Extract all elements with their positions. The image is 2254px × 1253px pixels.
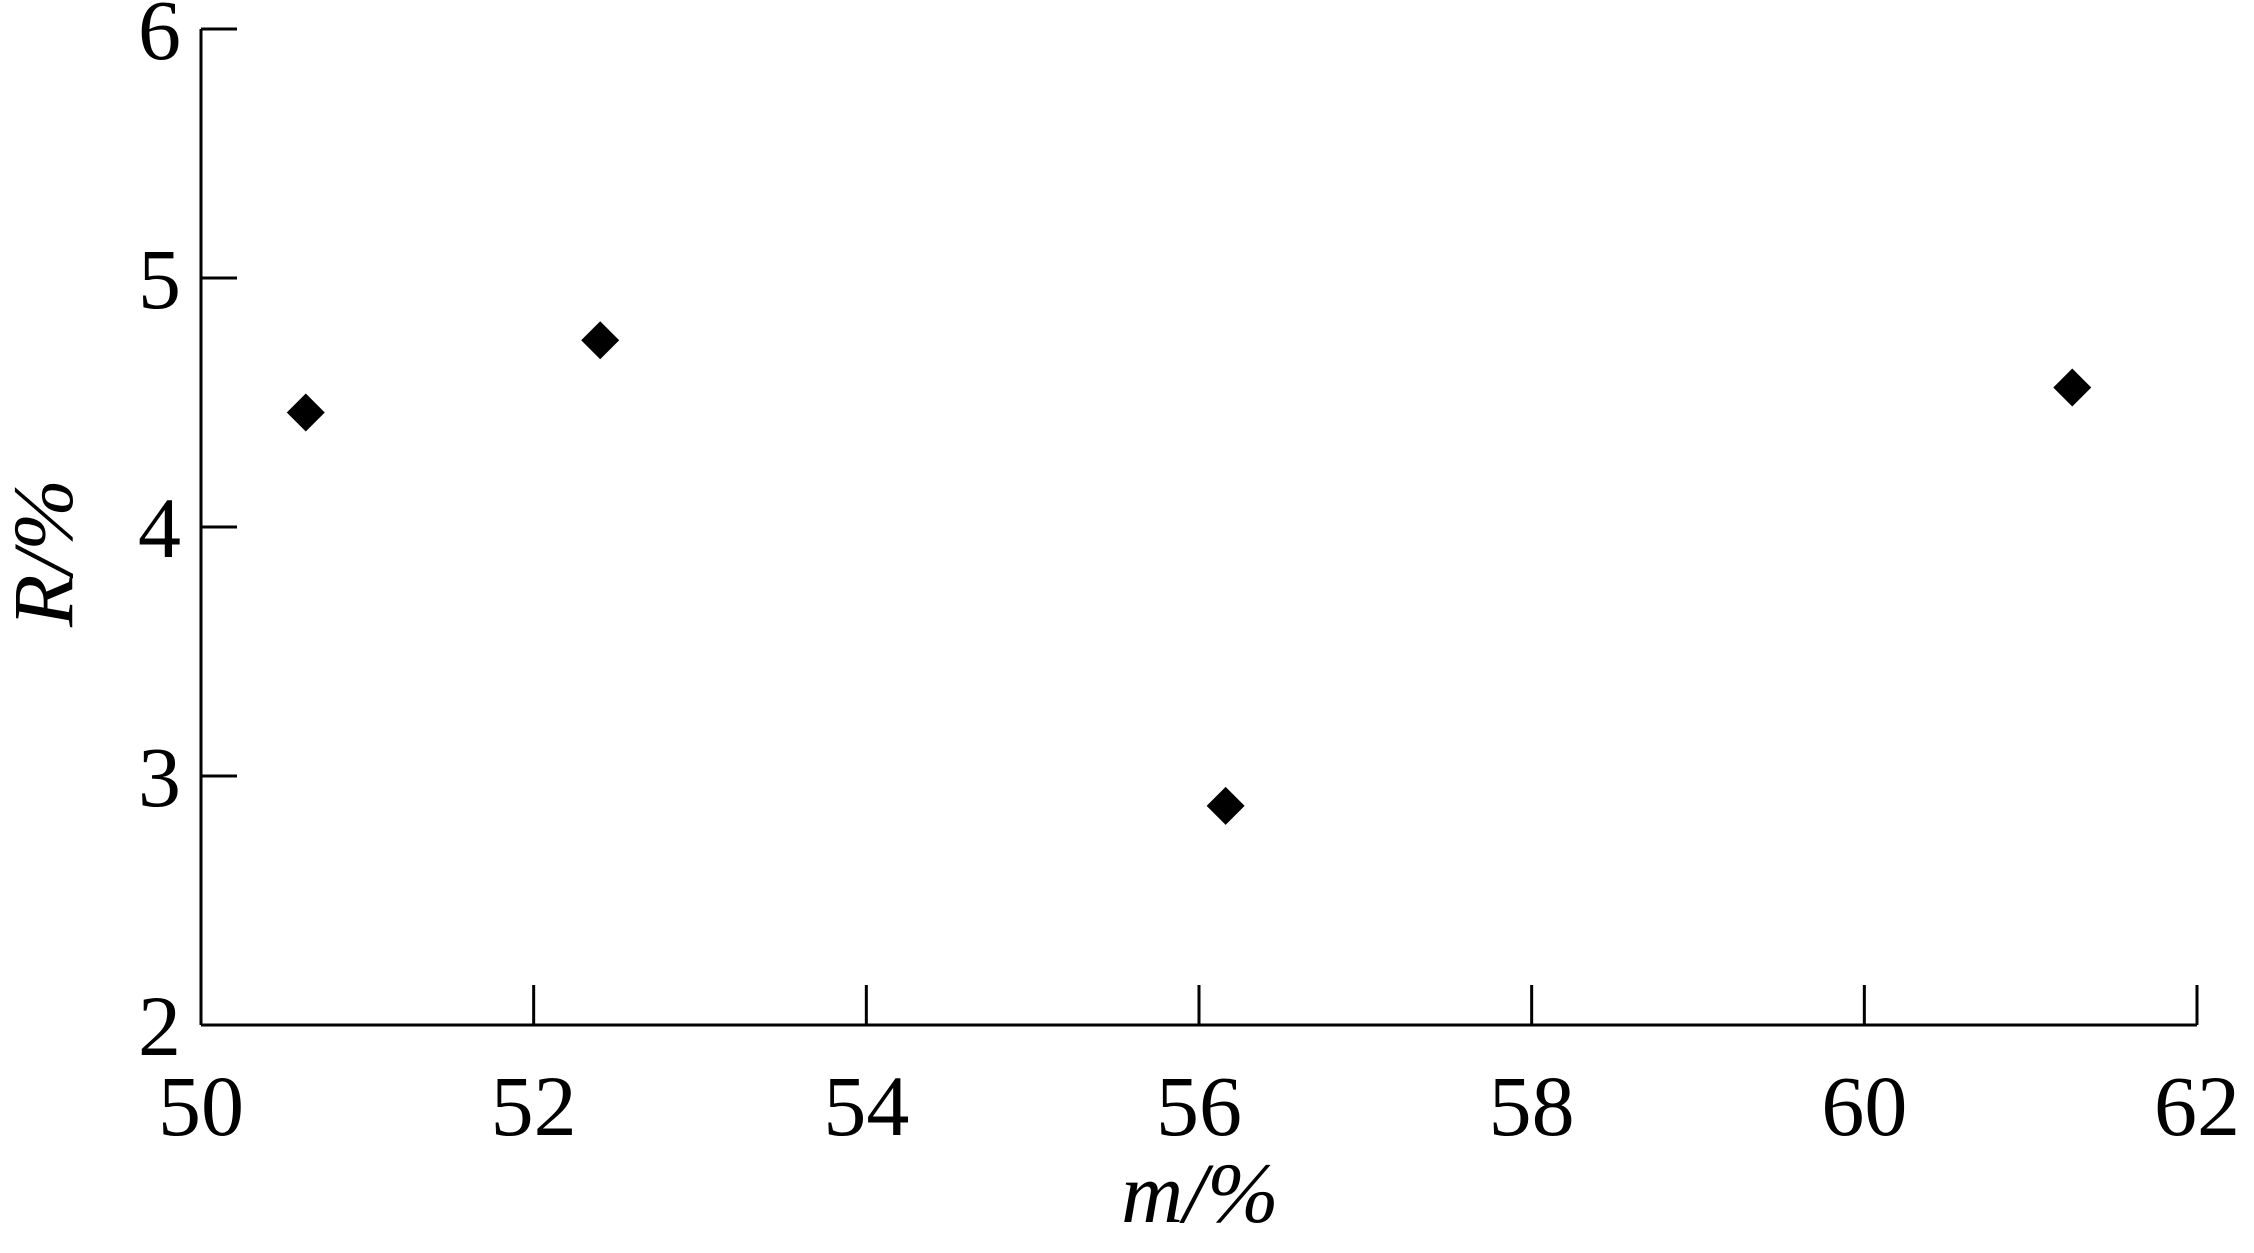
x-tick-label: 60	[1821, 1058, 1907, 1154]
x-tick-label: 54	[823, 1058, 909, 1154]
x-axis-label: m/%	[1121, 1145, 1279, 1241]
x-tick-label: 50	[158, 1058, 244, 1154]
x-tick-label: 52	[491, 1058, 577, 1154]
x-tick-label: 62	[2154, 1058, 2240, 1154]
point	[2053, 368, 2092, 407]
point	[1206, 786, 1245, 825]
point	[581, 321, 620, 360]
y-tick-label: 5	[138, 231, 181, 327]
x-tick-label: 58	[1489, 1058, 1575, 1154]
y-tick-label: 2	[138, 978, 181, 1074]
y-tick-label: 4	[138, 480, 181, 576]
point	[286, 393, 325, 432]
x-tick-label: 56	[1156, 1058, 1242, 1154]
y-tick-label: 6	[138, 0, 181, 78]
y-tick-label: 3	[138, 729, 181, 825]
y-axis-label: R/%	[0, 479, 91, 628]
